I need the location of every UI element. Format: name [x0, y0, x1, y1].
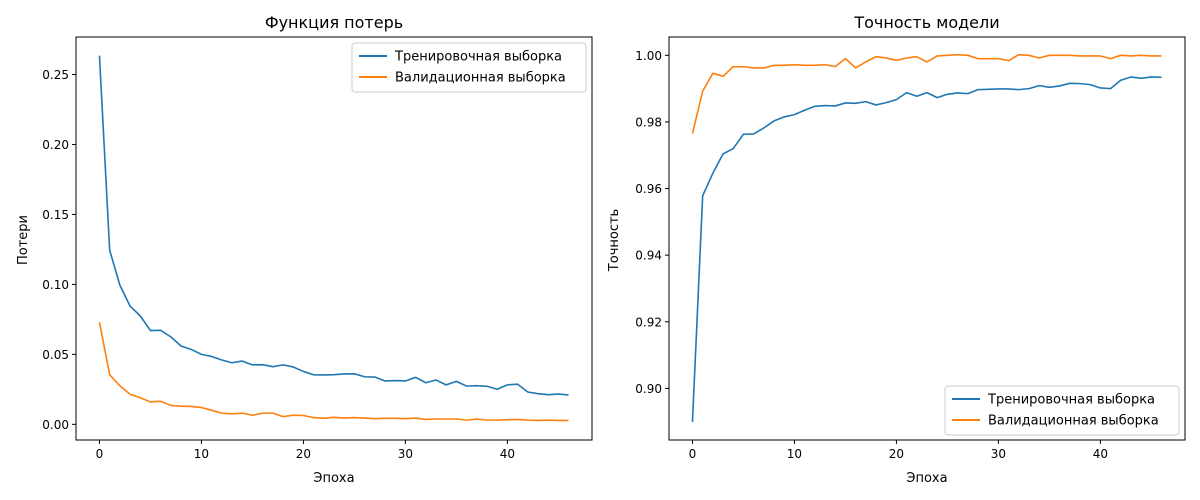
loss-train-line [98, 55, 569, 396]
loss-y-tick-label: 0.00 [42, 418, 69, 432]
loss-x-tick-label: 10 [194, 447, 209, 461]
accuracy-x-tick-label: 40 [1093, 447, 1108, 461]
accuracy-y-tick-label: 0.96 [635, 182, 662, 196]
loss-val-line [98, 322, 569, 422]
loss-y-tick-label: 0.25 [42, 68, 69, 82]
loss-legend-train-label: Тренировочная выборка [394, 50, 562, 65]
accuracy-plot-area [668, 36, 1186, 441]
accuracy-x-tick-label: 30 [991, 447, 1006, 461]
accuracy-chart-title: Точность модели [853, 13, 999, 32]
accuracy-legend-train-label: Тренировочная выборка [987, 393, 1155, 408]
accuracy-legend: Тренировочная выборка Валидационная выбо… [944, 385, 1180, 436]
accuracy-legend-box [944, 385, 1180, 436]
loss-legend-val-label: Валидационная выборка [395, 71, 566, 86]
loss-y-tick-label: 0.20 [42, 138, 69, 152]
loss-y-tick-label: 0.05 [42, 348, 69, 362]
loss-legend-box [351, 42, 587, 93]
accuracy-y-tick-label: 0.94 [635, 249, 662, 263]
accuracy-axis-ticks: 0 10 20 30 40 0.90 0.92 0.94 0.96 0.98 1.00 [635, 49, 1108, 461]
loss-chart-title: Функция потерь [265, 13, 403, 32]
accuracy-val-line [691, 53, 1162, 134]
loss-x-tick-label: 20 [296, 447, 311, 461]
accuracy-x-axis-label: Эпоха [906, 471, 947, 486]
loss-y-tick-label: 0.10 [42, 278, 69, 292]
loss-x-tick-label: 30 [398, 447, 413, 461]
loss-x-tick-label: 40 [500, 447, 515, 461]
accuracy-y-axis-label: Точность [607, 209, 622, 272]
loss-series-lines [98, 55, 569, 422]
accuracy-y-tick-label: 0.98 [635, 115, 662, 129]
loss-plot-area [75, 36, 593, 441]
accuracy-y-tick-label: 1.00 [635, 49, 662, 63]
accuracy-series-lines [691, 53, 1162, 423]
loss-legend: Тренировочная выборка Валидационная выбо… [351, 42, 587, 93]
accuracy-y-tick-label: 0.90 [635, 382, 662, 396]
accuracy-x-tick-label: 0 [689, 447, 697, 461]
accuracy-y-tick-label: 0.92 [635, 315, 662, 329]
loss-x-axis-label: Эпоха [313, 471, 354, 486]
loss-x-tick-label: 0 [96, 447, 104, 461]
accuracy-x-tick-label: 10 [787, 447, 802, 461]
loss-y-axis-label: Потери [16, 215, 31, 265]
accuracy-legend-val-label: Валидационная выборка [988, 414, 1159, 429]
loss-chart: Функция потерь 0 10 20 30 40 0.00 0.05 0.10 0.15… [16, 13, 593, 486]
loss-axis-ticks: 0 10 20 30 40 0.00 0.05 0.10 0.15 0.20 0.25 [42, 68, 515, 461]
accuracy-chart: Точность модели 0 10 20 30 40 0.90 0.92 0.94 0.9… [607, 13, 1186, 486]
accuracy-train-line [691, 76, 1162, 423]
loss-y-tick-label: 0.15 [42, 208, 69, 222]
accuracy-x-tick-label: 20 [889, 447, 904, 461]
